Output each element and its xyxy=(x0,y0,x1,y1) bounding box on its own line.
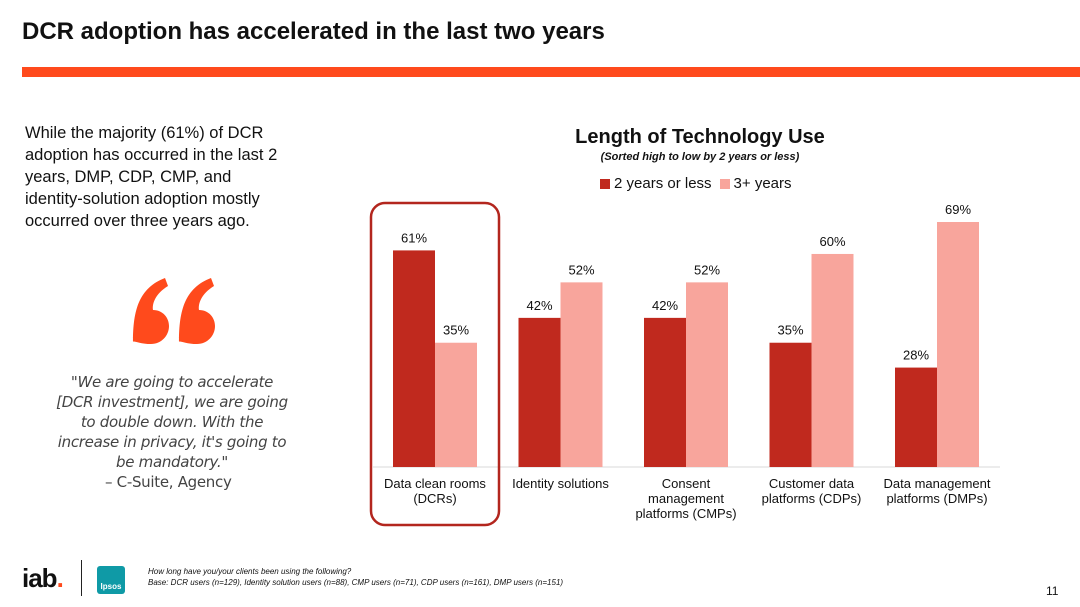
legend-label-3-plus-years: 3+ years xyxy=(733,175,792,192)
bar-2-years-or-less-data-management-platforms-dmps xyxy=(895,367,937,467)
highlight-box-dcrs xyxy=(369,201,501,527)
category-label-data-management-platforms-dmps: Data management platforms (DMPs) xyxy=(884,476,991,506)
chart-subtitle: (Sorted high to low by 2 years or less) xyxy=(600,151,800,163)
bar-2-years-or-less-consent-management-platforms-cmps xyxy=(644,317,686,467)
category-label-identity-solutions: Identity solutions xyxy=(512,476,609,491)
bar-3-years-data-management-platforms-dmps xyxy=(937,222,979,467)
title-rule xyxy=(22,67,1080,77)
data-label-3-years-consent-management-platforms-cmps: 52% xyxy=(694,262,720,277)
bar-3-years-customer-data-platforms-cdps xyxy=(811,253,854,467)
chart-title: Length of Technology Use xyxy=(575,126,825,148)
bar-3-years-identity-solutions xyxy=(560,282,603,467)
data-label-3-years-data-clean-rooms-dcrs: 35% xyxy=(443,323,469,338)
data-label-2-years-or-less-data-clean-rooms-dcrs: 61% xyxy=(401,230,427,245)
category-label-data-clean-rooms-dcrs: Data clean rooms (DCRs) xyxy=(384,476,486,506)
data-label-3-years-identity-solutions: 52% xyxy=(568,262,594,277)
data-label-2-years-or-less-consent-management-platforms-cmps: 42% xyxy=(652,298,678,313)
bar-2-years-or-less-identity-solutions xyxy=(518,317,561,467)
iab-logo-text: iab xyxy=(22,563,58,593)
bar-2-years-or-less-data-clean-rooms-dcrs xyxy=(393,250,435,467)
legend-swatch-2-years-or-less xyxy=(600,178,610,189)
iab-logo-dot: . xyxy=(56,563,64,593)
bar-3-years-consent-management-platforms-cmps xyxy=(686,282,728,467)
footnote-base: Base: DCR users (n=129), Identity soluti… xyxy=(148,578,564,587)
data-label-2-years-or-less-data-management-platforms-dmps: 28% xyxy=(903,348,929,363)
page-title: DCR adoption has accelerated in the last… xyxy=(22,18,605,45)
ipsos-logo: Ipsos xyxy=(97,566,125,594)
data-label-3-years-customer-data-platforms-cdps: 60% xyxy=(819,234,845,249)
legend-item-2-years-or-less: 2 years or less xyxy=(600,175,712,192)
footnote-question: How long have you/your clients been usin… xyxy=(148,567,352,576)
category-label-customer-data-platforms-cdps: Customer data platforms (CDPs) xyxy=(762,476,862,506)
data-label-3-years-data-management-platforms-dmps: 69% xyxy=(945,202,971,217)
legend-item-3-plus-years: 3+ years xyxy=(719,175,792,192)
bar-2-years-or-less-customer-data-platforms-cdps xyxy=(769,342,812,467)
data-label-2-years-or-less-customer-data-platforms-cdps: 35% xyxy=(777,323,803,338)
quote-text: "We are going to accelerate [DCR investm… xyxy=(56,373,288,471)
iab-logo: iab. xyxy=(22,563,64,594)
chart-legend: 2 years or less 3+ years xyxy=(600,175,800,192)
bar-3-years-data-clean-rooms-dcrs xyxy=(435,342,477,467)
logo-divider xyxy=(81,560,82,596)
category-label-consent-management-platforms-cmps: Consent management platforms (CMPs) xyxy=(635,476,736,521)
intro-text: While the majority (61%) of DCR adoption… xyxy=(25,124,278,230)
footnote: How long have you/your clients been usin… xyxy=(148,566,563,588)
legend-label-2-years-or-less: 2 years or less xyxy=(614,175,712,192)
quote-mark-icon xyxy=(133,278,215,344)
page-number: 11 xyxy=(1046,584,1059,598)
legend-swatch-3-plus-years xyxy=(719,178,730,189)
quote-attribution: – C-Suite, Agency xyxy=(105,473,232,491)
data-label-2-years-or-less-identity-solutions: 42% xyxy=(526,298,552,313)
